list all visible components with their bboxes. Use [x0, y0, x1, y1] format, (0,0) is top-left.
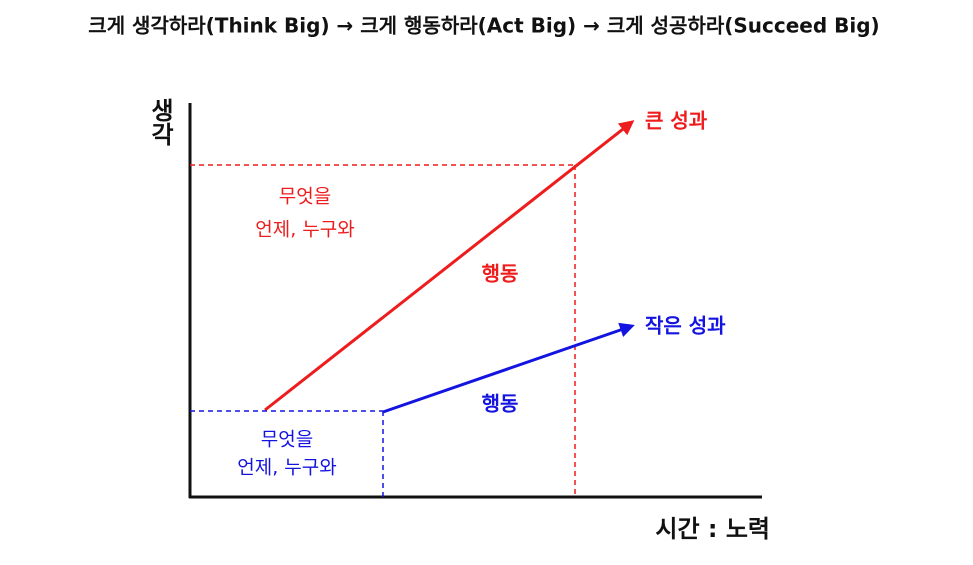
x-axis-label: 시간 : 노력	[655, 515, 770, 543]
title: 크게 생각하라(Think Big) → 크게 행동하라(Act Big) → …	[88, 14, 879, 38]
arrow	[264, 120, 635, 412]
y-axis-label: 생각	[146, 98, 174, 146]
question: 무엇을	[279, 186, 331, 208]
result-label: 큰 성과	[645, 109, 708, 133]
result-label: 작은 성과	[645, 314, 726, 338]
action-label: 행동	[482, 392, 519, 416]
question: 언제, 누구와	[255, 219, 354, 241]
question: 언제, 누구와	[237, 457, 336, 479]
arrow	[382, 322, 635, 414]
action-label: 행동	[482, 262, 519, 286]
small-path: 작은 성과 행동 무엇을 언제, 누구와	[190, 314, 726, 497]
big-path: 큰 성과 행동 무엇을 언제, 누구와	[190, 109, 708, 497]
question: 무엇을	[261, 429, 313, 451]
